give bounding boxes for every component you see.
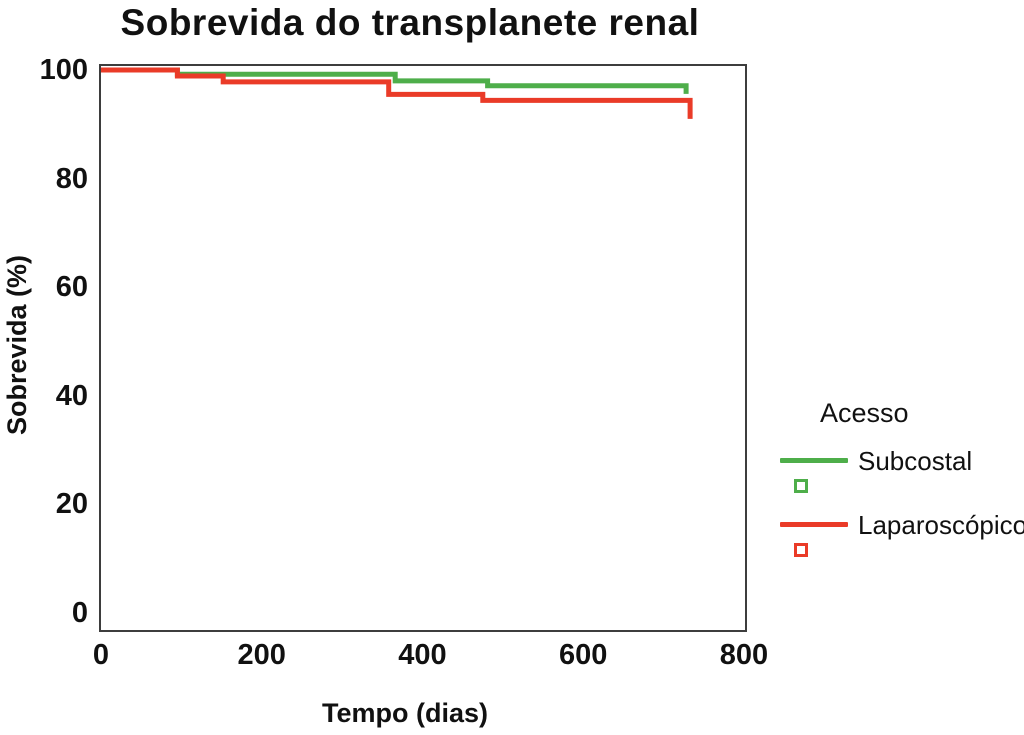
y-tick-label: 80 <box>55 162 88 195</box>
chart-title: Sobrevida do transplanete renal <box>120 2 700 43</box>
y-tick-label: 60 <box>55 271 88 304</box>
x-tick-label: 0 <box>92 639 110 671</box>
y-tick-label: 40 <box>55 379 88 412</box>
plot-area <box>99 64 747 632</box>
y-tick-label: 0 <box>71 597 88 629</box>
x-tick-label: 400 <box>398 639 447 671</box>
legend-label-subcostal: Subcostal <box>858 446 973 476</box>
legend-title: Acesso <box>820 398 909 428</box>
legend-line-laparoscopico <box>780 522 848 527</box>
x-tick-label: 600 <box>559 639 608 671</box>
x-axis-title: Tempo (dias) <box>321 698 488 728</box>
legend-open-square-icon-laparoscopico <box>794 543 808 557</box>
x-tick-label: 200 <box>237 639 286 671</box>
y-tick-label: 20 <box>55 488 88 521</box>
y-tick-label: 100 <box>39 54 88 86</box>
legend-open-square-icon-subcostal <box>794 479 808 493</box>
x-tick-label: 800 <box>719 639 769 671</box>
legend-line-subcostal <box>780 458 848 463</box>
legend-label-laparoscopico: Laparoscópico <box>858 510 1024 540</box>
